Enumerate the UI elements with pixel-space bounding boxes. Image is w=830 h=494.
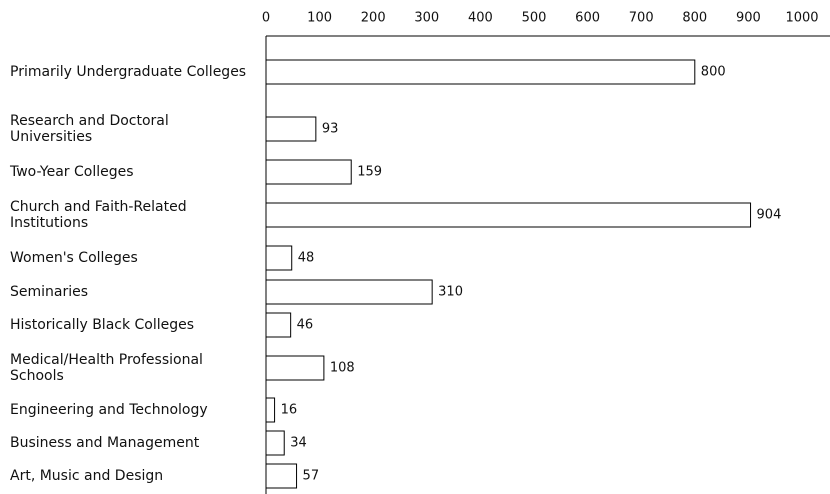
value-label: 904 [757, 208, 782, 223]
bar [265, 463, 298, 489]
value-label: 57 [303, 469, 320, 484]
category-label: Medical/Health Professional Schools [10, 352, 203, 384]
x-tick-label: 1000 [785, 11, 818, 26]
bar [265, 430, 285, 456]
value-label: 48 [298, 251, 315, 266]
value-label: 34 [290, 436, 307, 451]
category-label: Women's Colleges [10, 250, 138, 266]
x-tick-label: 0 [262, 11, 270, 26]
x-tick-label: 200 [361, 11, 386, 26]
x-tick-label: 900 [736, 11, 761, 26]
bar [265, 116, 317, 142]
category-label: Two-Year Colleges [10, 164, 134, 180]
bar [265, 279, 433, 305]
x-tick-label: 700 [629, 11, 654, 26]
value-label: 310 [438, 285, 463, 300]
bar [265, 355, 325, 381]
bar [265, 245, 293, 271]
category-label: Seminaries [10, 284, 89, 300]
x-tick-label: 400 [468, 11, 493, 26]
bar [265, 159, 352, 185]
category-label: Engineering and Technology [10, 402, 208, 418]
x-tick-label: 800 [682, 11, 707, 26]
category-label: Business and Management [10, 435, 200, 451]
x-tick-label: 100 [307, 11, 332, 26]
bar [265, 312, 292, 338]
x-tick-label: 300 [414, 11, 439, 26]
category-label: Historically Black Colleges [10, 317, 195, 333]
value-label: 16 [281, 403, 298, 418]
category-label: Research and Doctoral Universities [10, 113, 169, 145]
value-label: 108 [330, 361, 355, 376]
value-label: 800 [701, 65, 726, 80]
x-tick-label: 500 [522, 11, 547, 26]
category-label: Art, Music and Design [10, 468, 164, 484]
value-label: 93 [322, 122, 339, 137]
category-label: Church and Faith-Related Institutions [10, 199, 187, 231]
bar [265, 202, 752, 228]
x-tick-label: 600 [575, 11, 600, 26]
bar [265, 397, 276, 423]
bar [265, 59, 696, 85]
value-label: 159 [357, 165, 382, 180]
category-label: Primarily Undergraduate Colleges [10, 64, 247, 80]
value-label: 46 [297, 318, 314, 333]
